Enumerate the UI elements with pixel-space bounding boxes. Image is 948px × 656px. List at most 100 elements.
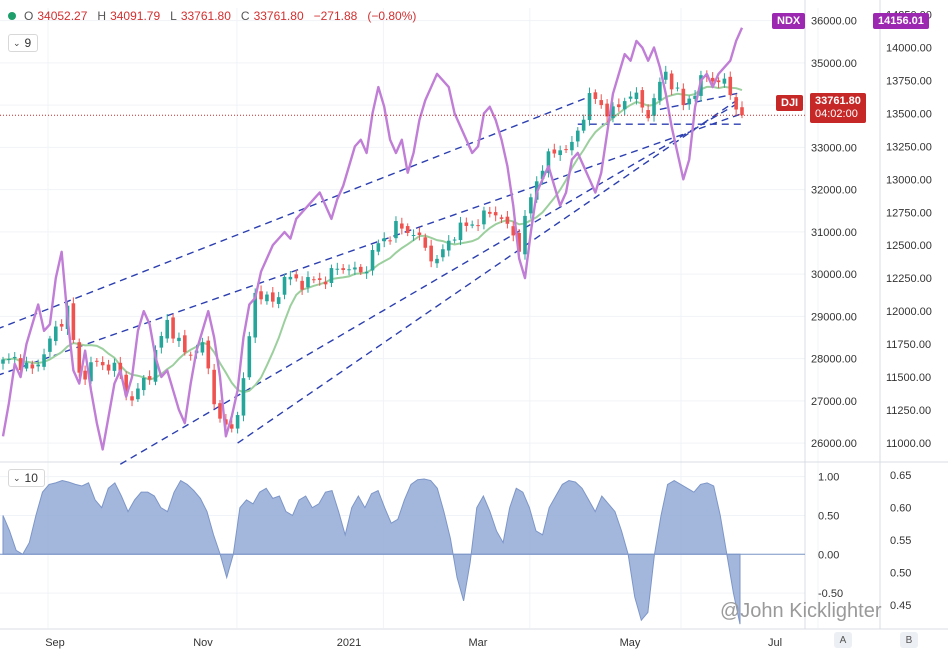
x-tick: Nov	[193, 637, 213, 649]
candle	[42, 348, 46, 371]
candle-body	[652, 98, 656, 116]
trendline	[0, 96, 590, 329]
candle	[734, 93, 738, 116]
candle	[634, 87, 639, 105]
candle	[270, 286, 275, 308]
candle	[188, 351, 193, 361]
auto-scale-button[interactable]: A	[834, 632, 852, 648]
candle-body	[441, 249, 445, 258]
candle	[288, 270, 293, 286]
candle-body	[130, 396, 134, 401]
candle-body	[558, 150, 562, 156]
low-value: 33761.80	[180, 9, 231, 23]
candle-body	[224, 419, 228, 425]
candle-body	[581, 119, 586, 131]
candle	[218, 399, 222, 423]
y-right-tick: 14000.00	[886, 43, 932, 55]
chevron-down-icon: ⌄	[13, 472, 21, 483]
y-right-tick: 11750.00	[886, 339, 931, 351]
candle-body	[529, 197, 533, 214]
candle-body	[294, 274, 299, 279]
candle-body	[1, 359, 5, 364]
candle	[628, 91, 633, 102]
candle	[382, 232, 387, 248]
candle-body	[83, 370, 87, 380]
candle	[722, 73, 727, 88]
status-dot-icon	[8, 12, 16, 20]
corr-right-tick: 0.45	[890, 600, 911, 612]
candle	[335, 262, 340, 275]
candle-body	[605, 103, 609, 117]
y-right-tick: 11250.00	[886, 405, 931, 417]
candle-body	[353, 267, 357, 270]
candle	[106, 359, 111, 375]
candle	[511, 221, 516, 242]
candle-body	[306, 277, 310, 288]
candle	[159, 331, 164, 354]
candle-body	[212, 369, 216, 405]
candle-body	[171, 317, 175, 339]
y-right-tick: 13500.00	[886, 108, 932, 120]
candle-body	[394, 221, 398, 239]
y-right-tick: 13250.00	[886, 141, 932, 153]
candle	[1, 356, 5, 370]
candle	[435, 254, 439, 268]
dji-tag: DJI	[776, 95, 804, 111]
candle-body	[646, 110, 650, 119]
candle	[300, 276, 304, 295]
candle-body	[546, 151, 551, 173]
x-tick: 2021	[337, 637, 361, 649]
candle	[417, 227, 422, 241]
y-left-tick: 35000.00	[811, 58, 857, 70]
candle	[587, 87, 592, 126]
candle-body	[499, 217, 504, 219]
candle-body	[259, 291, 263, 300]
candle	[405, 223, 410, 237]
candle-body	[740, 107, 744, 116]
candle	[130, 391, 134, 407]
candle	[241, 372, 246, 422]
candle-body	[658, 81, 662, 101]
candle-body	[493, 212, 498, 216]
candle	[593, 89, 598, 104]
candle	[370, 244, 375, 276]
y-left-tick: 28000.00	[811, 354, 857, 366]
log-scale-button[interactable]: B	[900, 632, 918, 648]
candle-body	[247, 336, 252, 378]
candle-body	[77, 342, 82, 373]
candle-body	[18, 358, 23, 371]
change-value: −271.88	[313, 9, 358, 23]
candle-body	[400, 223, 404, 229]
candle	[728, 71, 733, 100]
candle-body	[147, 376, 152, 380]
candle-body	[165, 319, 170, 339]
ohlc-readout: O 34052.27 H 34091.79 L 33761.80 C 33761.80 …	[8, 9, 422, 23]
candle-body	[405, 226, 410, 233]
y-right-tick: 12750.00	[886, 207, 932, 219]
candle-body	[464, 222, 469, 226]
candle-body	[347, 269, 351, 271]
main-indicator-toggle[interactable]: ⌄ 9	[8, 34, 39, 52]
candle-body	[511, 226, 516, 236]
candle-body	[617, 104, 621, 108]
candle-body	[446, 240, 451, 251]
candle	[564, 144, 568, 154]
candle	[552, 143, 557, 158]
candle-body	[124, 374, 128, 396]
sub-period-label: 10	[24, 471, 38, 485]
candle	[575, 127, 580, 148]
candle	[229, 418, 234, 433]
candle-body	[675, 87, 680, 89]
trendline	[119, 100, 743, 465]
candle	[710, 72, 715, 86]
candle	[493, 206, 498, 222]
candle-body	[382, 238, 387, 242]
sub-indicator-toggle[interactable]: ⌄ 10	[8, 469, 45, 487]
candle	[306, 271, 310, 293]
candle	[599, 94, 604, 109]
candle-body	[564, 149, 568, 151]
trendline	[0, 112, 743, 376]
candle-body	[118, 362, 123, 376]
candle-body	[253, 292, 257, 338]
candle-body	[587, 93, 592, 121]
